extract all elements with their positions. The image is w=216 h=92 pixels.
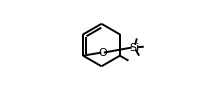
Text: Si: Si: [129, 43, 140, 53]
Text: O: O: [98, 48, 107, 58]
